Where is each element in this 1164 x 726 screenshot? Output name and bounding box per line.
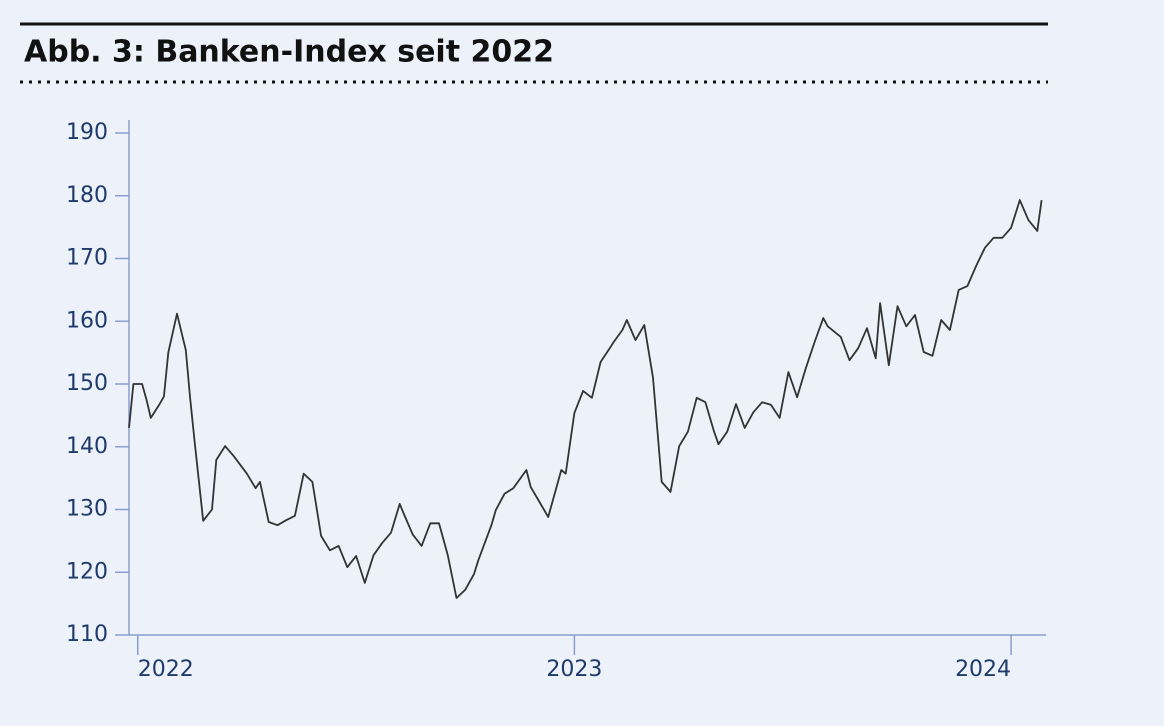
index-line <box>128 199 1043 599</box>
y-tick-label: 140 <box>66 434 108 459</box>
y-tick-label: 180 <box>66 183 108 208</box>
chart-title: Abb. 3: Banken-Index seit 2022 <box>24 35 554 70</box>
y-tick-label: 190 <box>66 120 108 145</box>
y-tick-label: 150 <box>66 371 108 396</box>
y-tick-label: 160 <box>66 308 108 333</box>
y-tick-label: 170 <box>66 246 108 271</box>
x-tick-label: 2024 <box>955 657 1011 682</box>
y-tick-label: 110 <box>66 622 108 647</box>
y-tick-label: 120 <box>66 559 108 584</box>
x-tick-label: 2023 <box>546 657 602 682</box>
y-tick-label: 130 <box>66 497 108 522</box>
x-tick-label: 2022 <box>138 657 194 682</box>
